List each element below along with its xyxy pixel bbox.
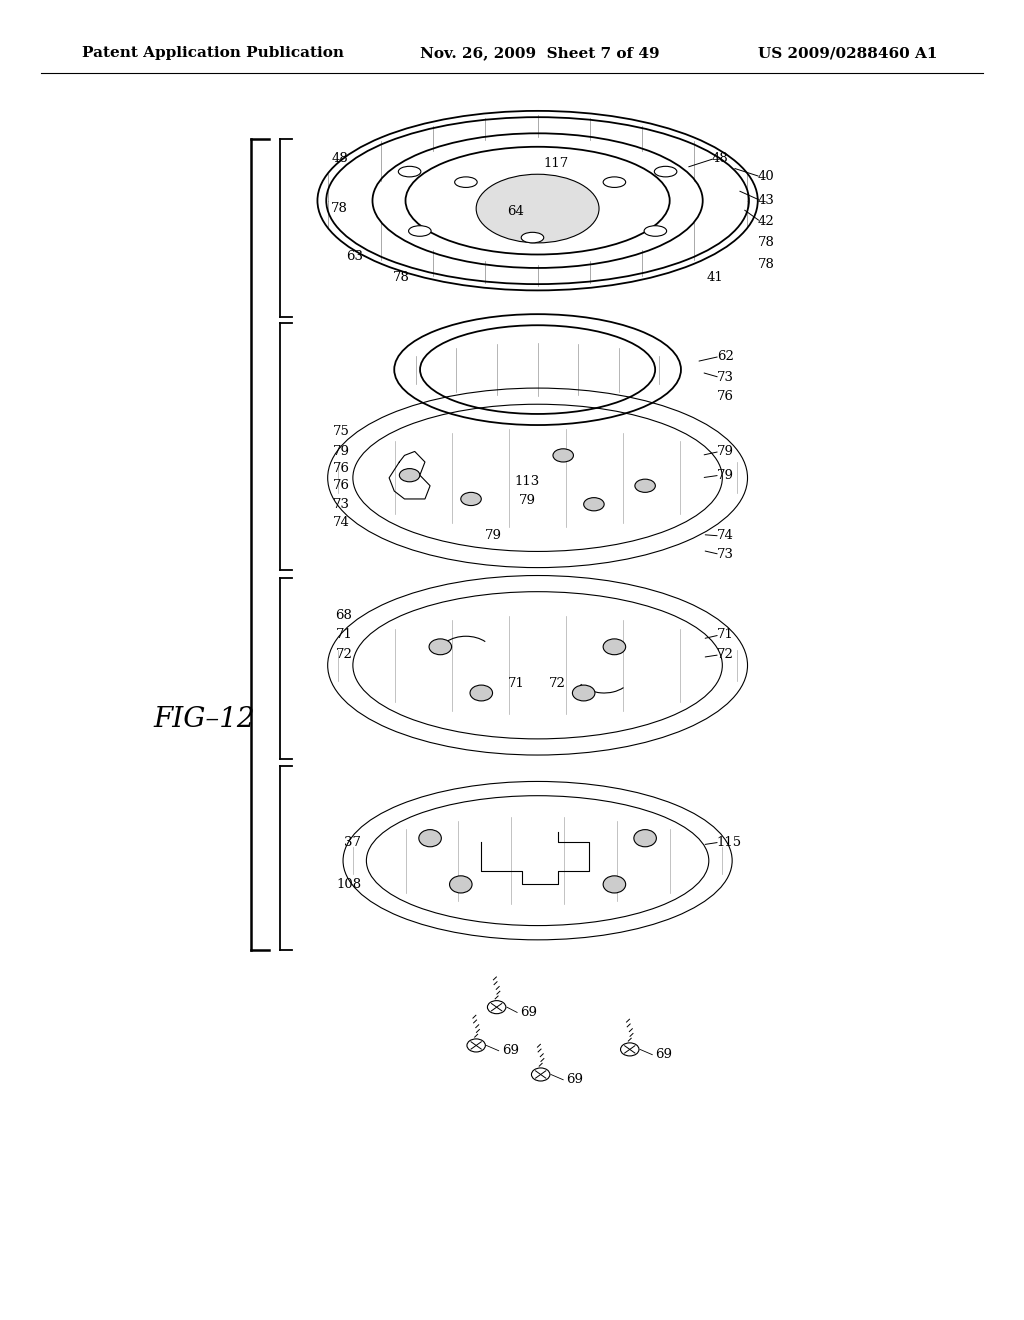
Text: US 2009/0288460 A1: US 2009/0288460 A1 xyxy=(758,46,937,61)
Ellipse shape xyxy=(603,876,626,892)
Text: 78: 78 xyxy=(393,271,410,284)
Ellipse shape xyxy=(654,166,677,177)
Text: 76: 76 xyxy=(333,479,350,492)
Text: 37: 37 xyxy=(344,836,361,849)
Ellipse shape xyxy=(553,449,573,462)
Text: 63: 63 xyxy=(346,249,364,263)
Text: 79: 79 xyxy=(717,445,734,458)
Text: 71: 71 xyxy=(508,677,524,690)
Ellipse shape xyxy=(487,1001,506,1014)
Text: 75: 75 xyxy=(334,425,350,438)
Text: 115: 115 xyxy=(717,836,742,849)
Text: 43: 43 xyxy=(758,194,774,207)
Ellipse shape xyxy=(470,685,493,701)
Ellipse shape xyxy=(461,492,481,506)
Ellipse shape xyxy=(467,1039,485,1052)
Text: 72: 72 xyxy=(336,648,352,661)
Text: 73: 73 xyxy=(717,548,734,561)
Text: 72: 72 xyxy=(549,677,565,690)
Text: 64: 64 xyxy=(507,205,523,218)
Text: 48: 48 xyxy=(332,152,348,165)
Text: 72: 72 xyxy=(717,648,733,661)
Text: 79: 79 xyxy=(717,469,734,482)
Ellipse shape xyxy=(603,639,626,655)
Ellipse shape xyxy=(584,498,604,511)
Text: Nov. 26, 2009  Sheet 7 of 49: Nov. 26, 2009 Sheet 7 of 49 xyxy=(420,46,659,61)
Ellipse shape xyxy=(455,177,477,187)
Text: 113: 113 xyxy=(515,475,540,488)
Ellipse shape xyxy=(572,685,595,701)
Ellipse shape xyxy=(476,174,599,243)
Text: 78: 78 xyxy=(758,236,774,249)
Text: 79: 79 xyxy=(519,494,536,507)
Ellipse shape xyxy=(399,469,420,482)
Text: 71: 71 xyxy=(717,628,733,642)
Text: 69: 69 xyxy=(502,1044,519,1057)
Ellipse shape xyxy=(409,226,431,236)
Text: 48: 48 xyxy=(712,152,728,165)
Text: 69: 69 xyxy=(520,1006,538,1019)
Text: 79: 79 xyxy=(485,529,502,543)
Ellipse shape xyxy=(621,1043,639,1056)
Text: 69: 69 xyxy=(655,1048,673,1061)
Text: 41: 41 xyxy=(707,271,723,284)
Ellipse shape xyxy=(398,166,421,177)
Text: Patent Application Publication: Patent Application Publication xyxy=(82,46,344,61)
Ellipse shape xyxy=(635,479,655,492)
Ellipse shape xyxy=(634,830,656,847)
Text: 74: 74 xyxy=(334,516,350,529)
Ellipse shape xyxy=(644,226,667,236)
Text: 68: 68 xyxy=(336,609,352,622)
Ellipse shape xyxy=(603,177,626,187)
Ellipse shape xyxy=(531,1068,550,1081)
Text: 74: 74 xyxy=(717,529,733,543)
Ellipse shape xyxy=(521,232,544,243)
Ellipse shape xyxy=(450,876,472,892)
Text: 79: 79 xyxy=(333,445,350,458)
Ellipse shape xyxy=(419,830,441,847)
Text: 76: 76 xyxy=(333,462,350,475)
Text: FIG–12: FIG–12 xyxy=(154,706,255,733)
Text: 108: 108 xyxy=(336,878,361,891)
Text: 78: 78 xyxy=(758,257,774,271)
Text: 42: 42 xyxy=(758,215,774,228)
Text: 62: 62 xyxy=(717,350,733,363)
Text: 117: 117 xyxy=(544,157,568,170)
Text: 73: 73 xyxy=(717,371,734,384)
Ellipse shape xyxy=(429,639,452,655)
Text: 40: 40 xyxy=(758,170,774,183)
Text: 78: 78 xyxy=(332,202,348,215)
Text: 71: 71 xyxy=(336,628,352,642)
Text: 73: 73 xyxy=(333,498,350,511)
Text: 76: 76 xyxy=(717,389,734,403)
Text: 69: 69 xyxy=(566,1073,584,1086)
